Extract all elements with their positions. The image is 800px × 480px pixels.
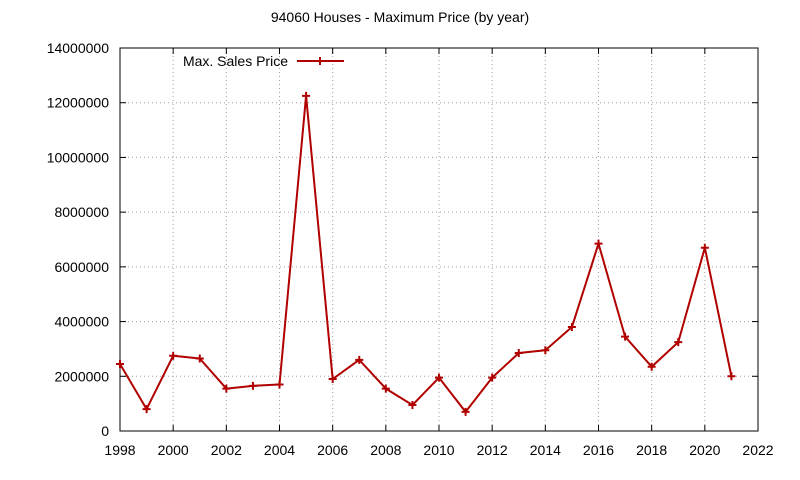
x-tick-label: 2006 — [317, 442, 348, 458]
data-point — [647, 362, 656, 371]
data-point — [488, 373, 497, 382]
y-tick-label: 2000000 — [54, 368, 109, 384]
x-tick-label: 1998 — [104, 442, 135, 458]
chart-title: 94060 Houses - Maximum Price (by year) — [271, 9, 529, 25]
y-tick-label: 12000000 — [47, 95, 110, 111]
x-tick-label: 2018 — [636, 442, 667, 458]
x-tick-label: 2008 — [370, 442, 401, 458]
x-tick-label: 2020 — [689, 442, 720, 458]
x-tick-label: 2022 — [742, 442, 773, 458]
data-point — [355, 355, 364, 364]
data-point — [116, 359, 124, 368]
data-point — [195, 354, 204, 363]
data-point — [302, 91, 311, 100]
data-point — [381, 384, 390, 393]
data-point — [328, 375, 337, 384]
x-tick-label: 2012 — [477, 442, 508, 458]
legend-marker-sample — [316, 57, 324, 65]
axis-layer: 1998 2000 2002 2004 2006 2008 2010 2012 2014 2016… — [47, 40, 774, 458]
y-tick-label: 14000000 — [47, 40, 110, 56]
data-point — [222, 384, 231, 393]
data-point — [594, 239, 603, 248]
series-line — [119, 94, 733, 413]
data-point — [248, 381, 257, 390]
x-tick-label: 2004 — [264, 442, 295, 458]
plot-area-frame — [119, 47, 759, 432]
x-tick-label: 2016 — [583, 442, 614, 458]
data-point — [621, 332, 630, 341]
data-point — [275, 380, 284, 389]
data-point — [408, 401, 417, 410]
data-point — [461, 407, 470, 416]
series-layer — [116, 91, 736, 416]
data-point — [541, 346, 550, 355]
x-tick-label: 2000 — [158, 442, 189, 458]
y-tick-label: 10000000 — [47, 149, 110, 165]
y-tick-label: 0 — [101, 423, 109, 439]
data-point — [514, 349, 523, 358]
legend: Max. Sales Price — [183, 53, 344, 69]
x-tick-label: 2014 — [530, 442, 561, 458]
y-tick-label: 8000000 — [54, 204, 109, 220]
x-tick-label: 2010 — [423, 442, 454, 458]
y-tick-label: 6000000 — [54, 259, 109, 275]
y-tick-label: 4000000 — [54, 314, 109, 330]
data-point — [435, 373, 443, 382]
x-tick-label: 2002 — [211, 442, 242, 458]
data-point — [169, 351, 178, 360]
grid-layer — [120, 48, 758, 431]
data-point — [567, 323, 576, 332]
data-point — [700, 243, 709, 252]
data-point — [142, 405, 151, 414]
data-point — [674, 338, 683, 347]
data-point — [727, 372, 736, 381]
legend-label: Max. Sales Price — [183, 53, 288, 69]
